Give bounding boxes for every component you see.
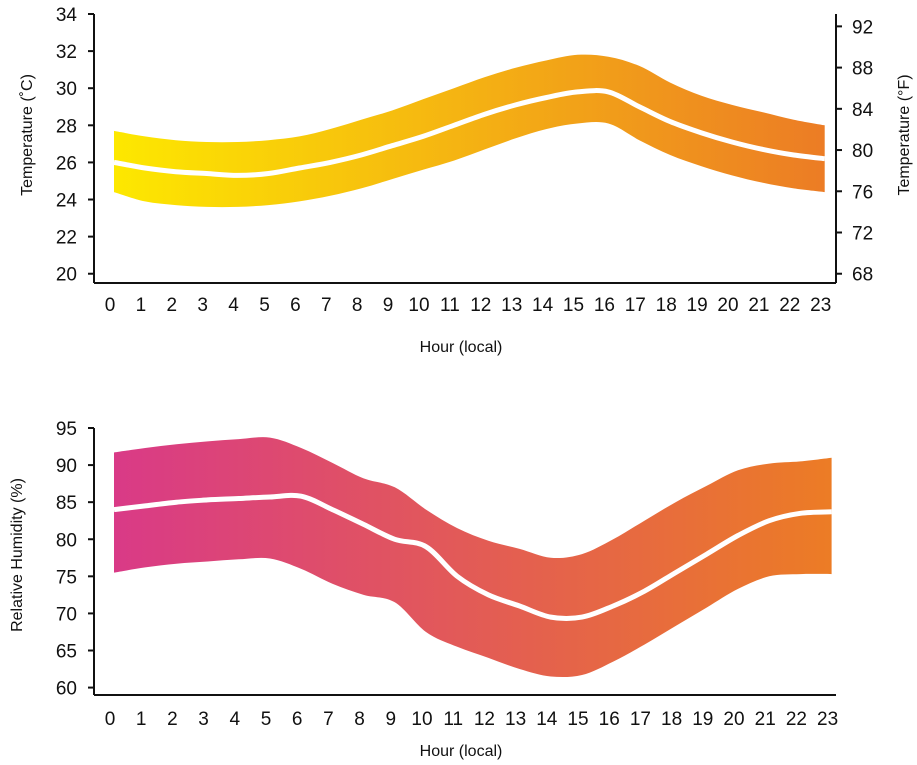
temperature-x-tick-label: 14 (532, 295, 554, 316)
temperature-hour-ticks: 0 1 2 3 4 5 6 7 8 9 10 11 12 13 14 15 16 17 18 19 20 21 22 23 (105, 295, 832, 316)
temperature-x-tick-label: 6 (290, 295, 301, 316)
temperature-x-tick-label: 9 (383, 295, 394, 316)
temperature-mean-line (113, 88, 825, 178)
temperature-fahrenheit-tick-label: 80 (852, 141, 873, 162)
humidity-x-tick-label: 15 (567, 709, 588, 730)
humidity-x-tick-label: 19 (692, 709, 713, 730)
humidity-y-tick-label: 60 (56, 679, 77, 700)
temperature-y-tick-label: 26 (56, 153, 77, 174)
temperature-y-tick-label: 30 (56, 79, 77, 100)
humidity-x-tick-label: 6 (292, 709, 303, 730)
temperature-x-axis-title: Hour (local) (420, 339, 503, 356)
temperature-fahrenheit-tick-label: 88 (852, 59, 873, 80)
temperature-x-tick-label: 5 (259, 295, 270, 316)
temperature-x-tick-label: 2 (167, 295, 178, 316)
temperature-x-tick-label: 23 (810, 295, 831, 316)
humidity-x-tick-label: 1 (136, 709, 147, 730)
humidity-x-tick-label: 9 (386, 709, 397, 730)
temperature-x-tick-label: 13 (501, 295, 522, 316)
humidity-y-tick-label: 65 (56, 642, 77, 663)
humidity-x-tick-label: 20 (723, 709, 744, 730)
temperature-y-tick-label: 24 (56, 191, 78, 212)
humidity-x-tick-label: 22 (786, 709, 807, 730)
humidity-x-tick-label: 8 (354, 709, 365, 730)
temperature-x-tick-label: 20 (717, 295, 738, 316)
humidity-y-tick-label: 80 (56, 530, 77, 551)
humidity-x-tick-label: 10 (411, 709, 432, 730)
humidity-y-tick-label: 95 (56, 419, 77, 440)
humidity-y-tick-label: 85 (56, 493, 77, 514)
humidity-x-tick-label: 2 (167, 709, 178, 730)
temperature-x-tick-label: 19 (687, 295, 708, 316)
temperature-y-tick-label: 20 (56, 265, 77, 286)
temperature-fahrenheit-tick-label: 68 (852, 265, 873, 286)
temperature-x-tick-label: 17 (625, 295, 646, 316)
humidity-mean-line (113, 492, 832, 622)
temperature-x-tick-label: 21 (748, 295, 769, 316)
humidity-y-tick-label: 70 (56, 604, 77, 625)
temperature-x-tick-label: 22 (779, 295, 800, 316)
temperature-x-tick-label: 4 (228, 295, 239, 316)
temperature-x-tick-label: 1 (136, 295, 147, 316)
temperature-x-tick-label: 18 (656, 295, 677, 316)
humidity-hour-ticks: 0 1 2 3 4 5 6 7 8 9 10 11 12 13 14 15 16 17 18 19 20 21 22 23 (105, 709, 838, 730)
humidity-x-tick-label: 16 (599, 709, 620, 730)
humidity-ticks: 60 65 70 75 80 85 90 95 (56, 419, 94, 700)
temperature-x-tick-label: 0 (105, 295, 116, 316)
temperature-x-tick-label: 15 (563, 295, 584, 316)
humidity-axis-title: Relative Humidity (%) (9, 478, 26, 632)
temperature-fahrenheit-axis-title: Temperature (°F) (896, 74, 913, 195)
humidity-x-tick-label: 12 (474, 709, 495, 730)
humidity-range-band (114, 437, 832, 678)
temperature-fahrenheit-tick-label: 92 (852, 17, 873, 38)
temperature-fahrenheit-ticks: 68 72 76 80 84 88 92 (836, 17, 874, 286)
humidity-x-tick-label: 21 (755, 709, 776, 730)
humidity-x-tick-label: 14 (536, 709, 558, 730)
temperature-x-tick-label: 8 (352, 295, 363, 316)
temperature-x-tick-label: 7 (321, 295, 332, 316)
temperature-y-tick-label: 32 (56, 42, 77, 63)
humidity-x-tick-label: 13 (505, 709, 526, 730)
humidity-x-tick-label: 7 (323, 709, 334, 730)
temperature-y-tick-label: 22 (56, 228, 77, 249)
humidity-x-tick-label: 3 (198, 709, 209, 730)
humidity-x-tick-label: 11 (443, 709, 463, 730)
humidity-x-tick-label: 4 (230, 709, 241, 730)
temperature-range-band (114, 54, 825, 208)
temperature-x-tick-label: 10 (408, 295, 429, 316)
temperature-fahrenheit-tick-label: 72 (852, 223, 873, 244)
humidity-y-tick-label: 90 (56, 456, 77, 477)
temperature-y-tick-label: 34 (56, 5, 78, 26)
humidity-x-tick-label: 17 (630, 709, 651, 730)
temperature-fahrenheit-tick-label: 76 (852, 182, 873, 203)
humidity-x-axis-title: Hour (local) (420, 743, 503, 760)
temperature-fahrenheit-tick-label: 84 (852, 100, 874, 121)
temperature-y-tick-label: 28 (56, 116, 77, 137)
humidity-x-tick-label: 5 (261, 709, 272, 730)
humidity-x-tick-label: 18 (661, 709, 682, 730)
temperature-celsius-axis-title: Temperature (˚C) (19, 74, 36, 196)
humidity-x-tick-label: 0 (105, 709, 116, 730)
humidity-x-tick-label: 23 (817, 709, 838, 730)
temperature-x-tick-label: 12 (470, 295, 491, 316)
temperature-celsius-ticks: 20 22 24 26 28 30 32 34 (56, 5, 94, 286)
temperature-x-tick-label: 16 (594, 295, 615, 316)
temperature-x-tick-label: 11 (440, 295, 460, 316)
temperature-x-tick-label: 3 (197, 295, 208, 316)
humidity-y-tick-label: 75 (56, 567, 77, 588)
